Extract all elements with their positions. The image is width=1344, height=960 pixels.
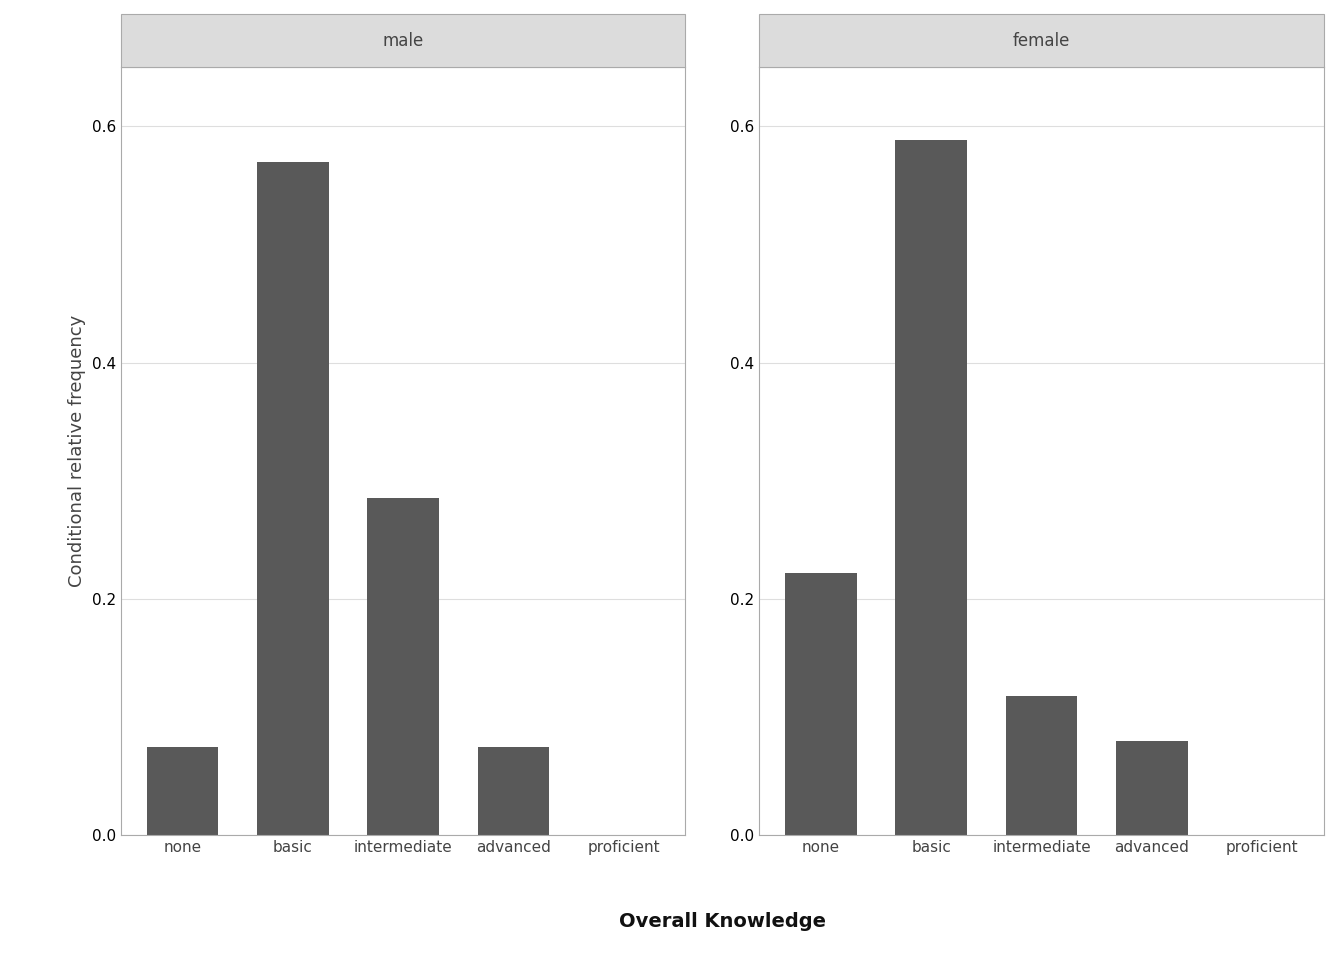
Text: male: male (383, 32, 423, 50)
Text: female: female (1013, 32, 1070, 50)
Bar (1116, 741, 1188, 835)
Bar (367, 498, 439, 835)
Bar (1005, 696, 1078, 835)
Bar (895, 140, 968, 835)
Bar (785, 573, 856, 835)
Text: Overall Knowledge: Overall Knowledge (618, 912, 827, 931)
Y-axis label: Conditional relative frequency: Conditional relative frequency (69, 315, 86, 588)
Bar (477, 747, 550, 835)
Bar (146, 747, 218, 835)
Bar (257, 161, 329, 835)
